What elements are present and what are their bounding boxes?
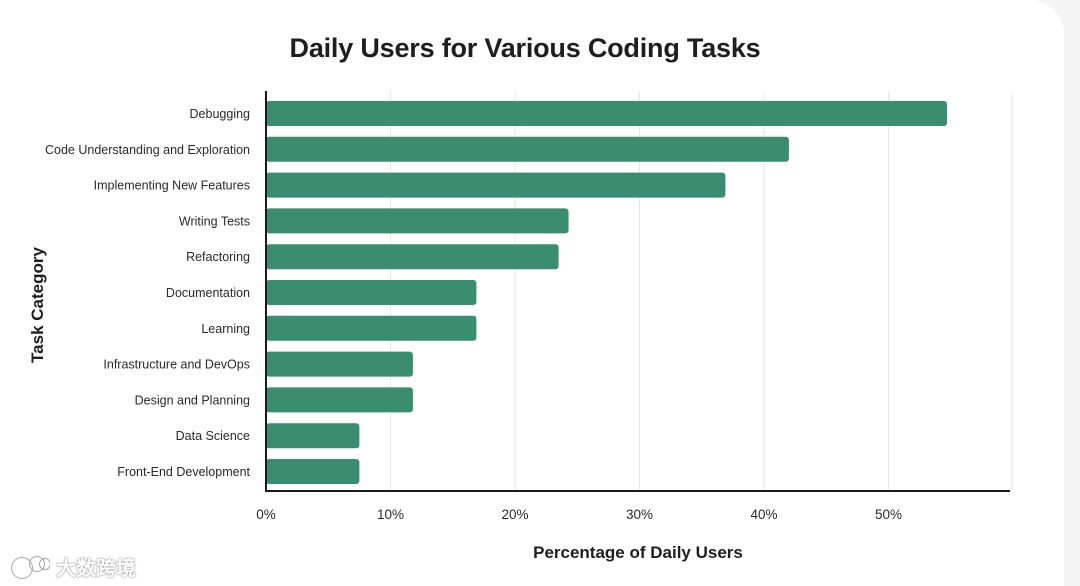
bar	[266, 387, 413, 413]
category-label: Writing Tests	[179, 214, 250, 228]
bar	[266, 315, 477, 341]
bar	[266, 136, 789, 162]
category-label: Debugging	[190, 107, 251, 121]
bar	[266, 280, 477, 305]
x-axis-title: Percentage of Daily Users	[533, 543, 743, 562]
category-label: Design and Planning	[135, 393, 250, 407]
x-tick-label: 40%	[750, 507, 777, 522]
y-axis-title: Task Category	[28, 247, 47, 363]
category-label: Data Science	[176, 429, 250, 443]
category-label: Implementing New Features	[94, 179, 250, 193]
x-tick-label: 30%	[626, 507, 653, 522]
watermark-text: 大数跨境	[56, 556, 136, 580]
category-label: Code Understanding and Exploration	[45, 143, 250, 157]
category-label: Learning	[201, 322, 250, 336]
x-tick-label: 20%	[501, 507, 528, 522]
category-label: Front-End Development	[117, 465, 250, 479]
category-label: Documentation	[166, 286, 250, 300]
x-tick-label: 0%	[256, 507, 276, 522]
bar	[266, 244, 559, 270]
bar	[266, 459, 360, 484]
bar	[266, 101, 948, 126]
bar	[266, 423, 360, 449]
category-label: Refactoring	[186, 250, 250, 264]
chart-title: Daily Users for Various Coding Tasks	[289, 33, 761, 63]
watermark: 大数跨境	[10, 552, 136, 581]
x-tick-label: 10%	[377, 507, 404, 522]
bar	[266, 351, 413, 377]
cat-logo-icon	[11, 555, 50, 579]
bar	[266, 172, 726, 198]
x-tick-label: 50%	[875, 507, 902, 522]
bar	[266, 208, 569, 234]
category-label: Infrastructure and DevOps	[103, 358, 250, 372]
